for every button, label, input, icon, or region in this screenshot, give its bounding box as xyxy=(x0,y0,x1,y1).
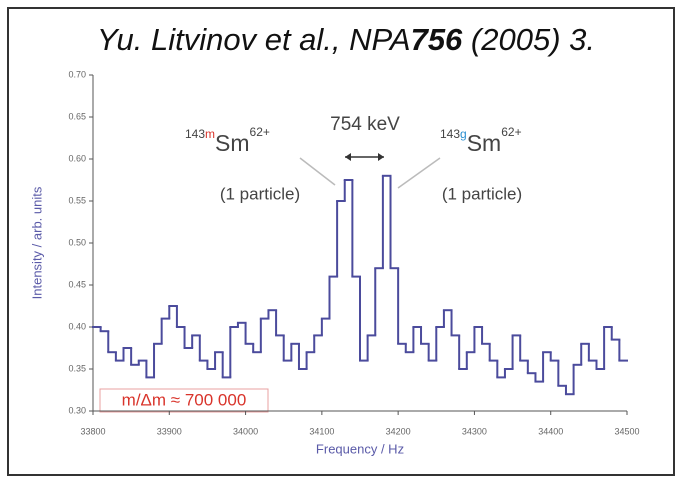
x-tick-label: 34200 xyxy=(386,426,411,436)
y-tick-label: 0.60 xyxy=(68,153,86,163)
resolution-label: m/Δm ≈ 700 000 xyxy=(122,390,247,409)
y-axis-label: Intensity / arb. units xyxy=(29,186,44,299)
x-tick-label: 34000 xyxy=(233,426,258,436)
y-tick-label: 0.50 xyxy=(68,237,86,247)
x-tick-label: 34100 xyxy=(309,426,334,436)
y-tick-label: 0.65 xyxy=(68,111,86,121)
particle-count: (1 particle) xyxy=(220,184,300,203)
x-tick-label: 33900 xyxy=(157,426,182,436)
chart-title: Yu. Litvinov et al., NPA756 (2005) 3. xyxy=(97,22,595,57)
y-tick-label: 0.40 xyxy=(68,321,86,331)
ion-element: Sm xyxy=(467,130,502,156)
x-axis-label: Frequency / Hz xyxy=(316,441,404,456)
ion-state: g xyxy=(460,127,467,141)
ion-element: Sm xyxy=(215,130,250,156)
y-tick-label: 0.45 xyxy=(68,279,86,289)
title-part: (2005) 3. xyxy=(462,22,595,57)
x-tick-label: 34300 xyxy=(462,426,487,436)
y-tick-label: 0.30 xyxy=(68,405,86,415)
ion-label: 143gSm62+ xyxy=(440,125,522,156)
title-part: Yu. Litvinov et al., NPA xyxy=(97,22,411,57)
ion-charge: 62+ xyxy=(250,125,270,139)
ion-mass: 143 xyxy=(440,127,460,141)
x-tick-label: 33800 xyxy=(80,426,105,436)
y-tick-label: 0.35 xyxy=(68,363,86,373)
x-tick-label: 34500 xyxy=(614,426,639,436)
y-tick-label: 0.70 xyxy=(68,69,86,79)
y-tick-label: 0.55 xyxy=(68,195,86,205)
resolution-box xyxy=(99,388,269,413)
ion-mass: 143 xyxy=(185,127,205,141)
title-part: 756 xyxy=(411,22,463,57)
ion-charge: 62+ xyxy=(501,125,521,139)
particle-count: (1 particle) xyxy=(442,184,522,203)
leader-line xyxy=(397,157,441,189)
ion-label: 143mSm62+ xyxy=(185,125,270,156)
x-tick-label: 34400 xyxy=(538,426,563,436)
leader-line xyxy=(299,157,336,186)
splitting-label: 754 keV xyxy=(330,114,400,135)
ion-state: m xyxy=(205,127,215,141)
